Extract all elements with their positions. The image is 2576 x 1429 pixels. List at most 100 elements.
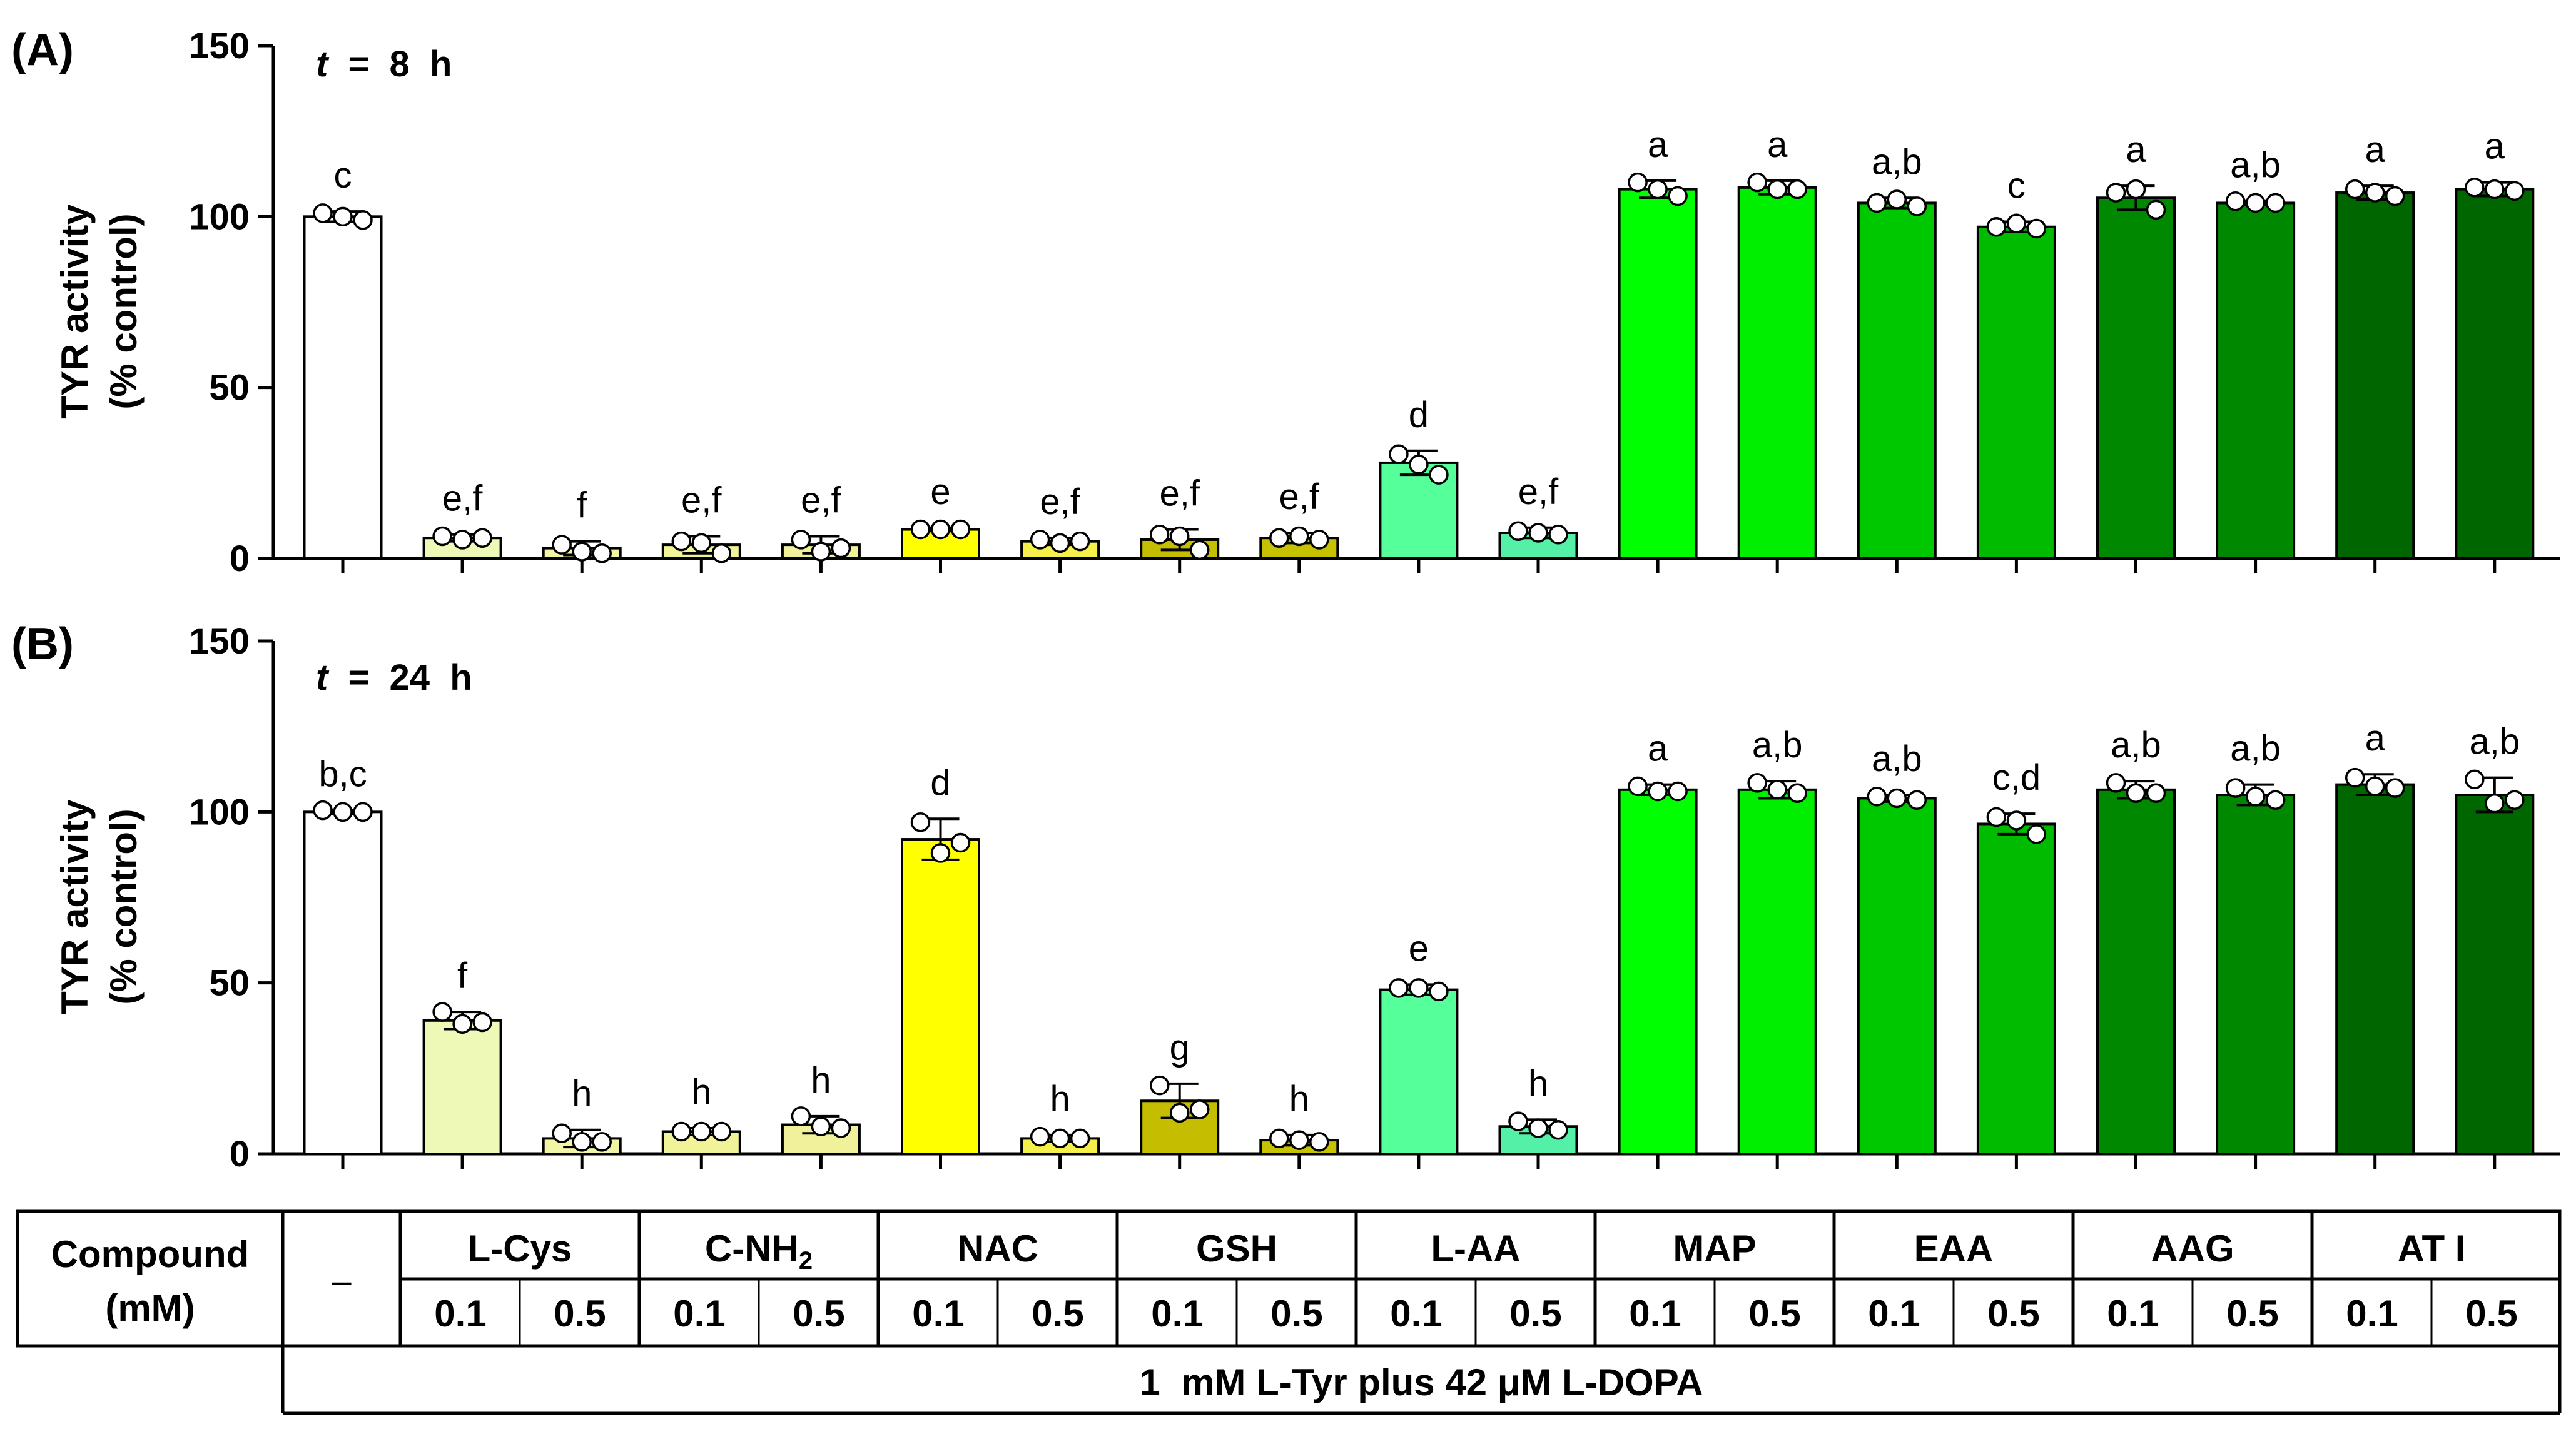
data-point <box>1429 981 1449 1002</box>
significance-label: e,f <box>1040 482 1080 522</box>
bar <box>1618 188 1698 560</box>
data-point <box>2505 790 2525 810</box>
data-point <box>1169 526 1190 547</box>
panel-b-time: t = 24 h <box>316 657 472 698</box>
data-point <box>1149 524 1170 545</box>
data-point <box>2365 776 2385 797</box>
y-axis-title: TYR activity <box>54 799 96 1014</box>
data-point <box>711 543 732 563</box>
data-point <box>592 543 612 563</box>
data-point <box>572 542 592 562</box>
data-point <box>1070 1128 1090 1149</box>
panel-b-time-var: t <box>316 657 330 698</box>
data-point <box>1309 1132 1329 1152</box>
panel-a-chart: (A) t = 8 h 0 50 100 150 TYR activity (% cont… <box>11 25 2560 579</box>
table-footer: 1 mM L-Tyr plus 42 μM L-DOPA <box>1139 1361 1703 1403</box>
data-point <box>811 542 831 562</box>
data-point <box>2006 213 2027 234</box>
panel-a-time-var: t <box>316 44 330 84</box>
compound-label: MAP <box>1673 1228 1756 1270</box>
data-point <box>2146 783 2166 804</box>
data-point <box>1050 1128 1070 1149</box>
data-point <box>2126 783 2146 804</box>
significance-label: a,b <box>2230 145 2281 186</box>
significance-label: a,b <box>1872 141 1922 182</box>
bar <box>1857 201 1937 560</box>
data-point <box>1767 179 1787 199</box>
data-point <box>1030 1126 1050 1147</box>
concentration-label: 0.5 <box>1270 1293 1322 1335</box>
data-point <box>353 210 373 230</box>
data-point <box>1429 465 1449 485</box>
data-point <box>1787 783 1807 804</box>
table-compound-row: L-Cys C-NH2 NAC GSH L-AA MAP EAA AAG AT I <box>468 1228 2466 1275</box>
data-point <box>472 1012 492 1033</box>
data-point <box>572 1132 592 1152</box>
data-point <box>1648 781 1668 802</box>
concentration-label: 0.1 <box>1390 1293 1442 1335</box>
data-point <box>1149 1075 1170 1096</box>
significance-label: f <box>457 956 468 996</box>
data-point <box>2225 778 2246 798</box>
data-point <box>1269 1128 1289 1149</box>
bar <box>1737 788 1817 1156</box>
data-point <box>1668 186 1688 206</box>
significance-label: h <box>1050 1079 1070 1119</box>
data-point <box>2026 824 2047 844</box>
y-tick-label: 50 <box>209 963 250 1004</box>
bar <box>1976 225 2056 560</box>
bar <box>2335 783 2415 1155</box>
data-point <box>1668 781 1688 802</box>
data-point <box>1389 978 1409 998</box>
data-point <box>2245 786 2266 807</box>
significance-label: a <box>1648 124 1668 165</box>
significance-label: a,b <box>1872 739 1922 779</box>
data-point <box>2146 199 2166 220</box>
data-point <box>1747 773 1767 793</box>
significance-label: e <box>1409 928 1429 969</box>
compound-label: AT I <box>2398 1228 2466 1270</box>
significance-label: b,c <box>318 754 367 795</box>
concentration-label: 0.5 <box>1032 1293 1083 1335</box>
concentration-label: 0.1 <box>912 1293 964 1335</box>
y-tick-label: 150 <box>189 26 250 66</box>
table-control-dash: – <box>332 1261 352 1300</box>
data-point <box>1409 978 1429 998</box>
data-point <box>2385 778 2405 798</box>
data-point <box>691 533 712 553</box>
concentration-label: 0.1 <box>673 1293 725 1335</box>
bar <box>2455 188 2535 560</box>
y-axis-title-unit: (% control) <box>103 213 145 409</box>
data-point <box>1528 1118 1548 1138</box>
data-point <box>930 843 951 863</box>
data-point <box>333 802 353 822</box>
bar <box>2335 191 2415 560</box>
data-point <box>353 802 373 822</box>
data-point <box>1887 189 1907 210</box>
data-point <box>2365 183 2385 203</box>
panel-b-chart: (B) t = 24 h 0 50 100 150 TYR activity (% con… <box>11 619 2560 1174</box>
significance-label: c,d <box>1992 757 2041 798</box>
significance-label: e,f <box>1518 472 1559 512</box>
y-tick-label: 50 <box>209 368 250 408</box>
significance-label: e,f <box>442 478 483 519</box>
concentration-label: 0.1 <box>2346 1293 2398 1335</box>
data-point <box>1887 788 1907 809</box>
bar <box>2096 788 2176 1156</box>
data-point <box>950 832 971 853</box>
data-point <box>691 1121 712 1142</box>
data-point <box>2006 810 2027 831</box>
data-point <box>1986 216 2007 237</box>
significance-label: e,f <box>1279 477 1320 517</box>
concentration-label: 0.1 <box>2107 1293 2159 1335</box>
significance-label: h <box>1528 1063 1548 1104</box>
data-point <box>2345 767 2365 788</box>
data-point <box>452 530 472 550</box>
concentration-label: 0.1 <box>1151 1293 1203 1335</box>
data-point <box>1169 1103 1190 1123</box>
concentration-label: 0.5 <box>1509 1293 1561 1335</box>
data-point <box>1189 1099 1210 1119</box>
bar <box>1618 788 1698 1156</box>
significance-label: e,f <box>1159 473 1200 514</box>
y-axis-title: TYR activity <box>54 204 96 419</box>
